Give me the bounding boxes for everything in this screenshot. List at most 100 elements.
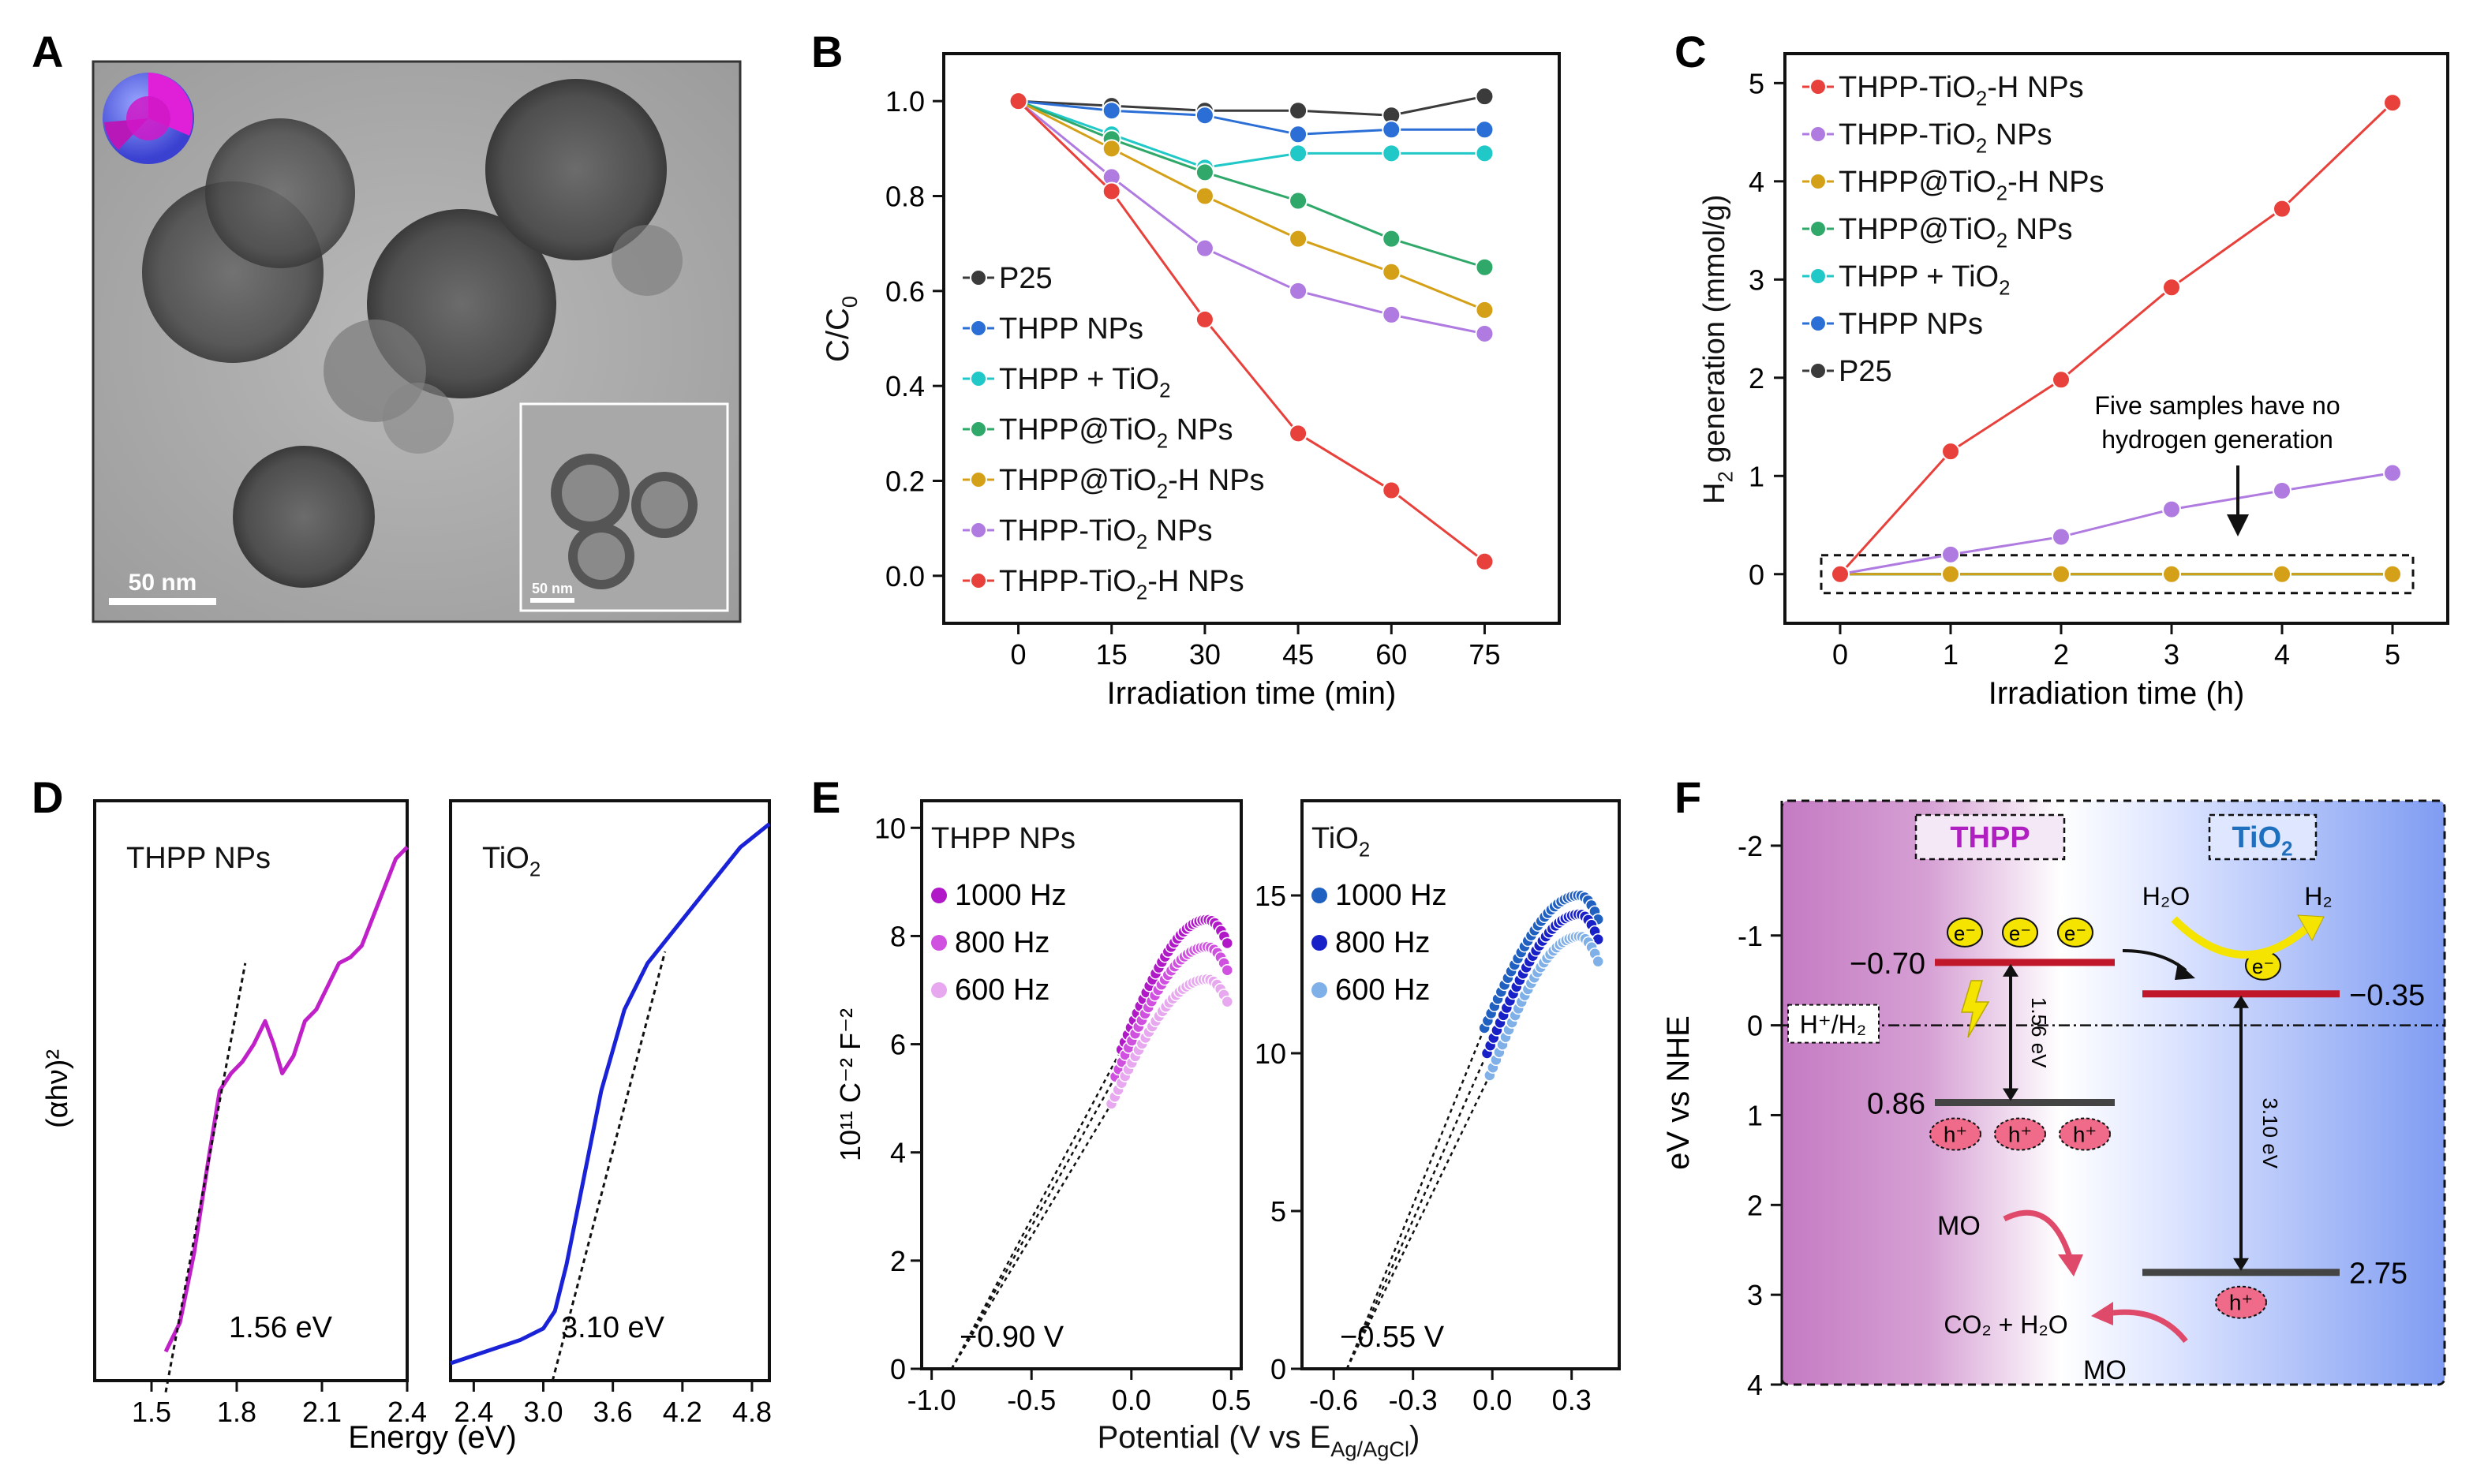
y-tick-label: 0.0 bbox=[885, 560, 925, 592]
series-line-thpp_nps bbox=[1018, 99, 1485, 136]
legend-label-tail: NPs bbox=[2007, 213, 2072, 246]
legend-label: THPP-TiO2 NPs bbox=[999, 514, 1213, 554]
hole-1-label: h⁺ bbox=[1944, 1123, 1967, 1147]
data-point-thpp_tio2_nps bbox=[2052, 527, 2071, 547]
legend-label: THPP + TiO2 bbox=[999, 363, 1170, 402]
legend-label-sub: 2 bbox=[1999, 278, 2010, 300]
data-point-thpp_at_tio2 bbox=[1195, 163, 1214, 182]
data-point-thpp_at_tio2_h bbox=[2273, 564, 2292, 584]
legend-label: 800 Hz bbox=[1335, 926, 1430, 959]
y-tick-label: 5 bbox=[1749, 67, 1764, 99]
hole-2-label: h⁺ bbox=[2008, 1123, 2032, 1147]
data-point-thpp_tio2_nps bbox=[2273, 480, 2292, 500]
panel-b-letter: B bbox=[811, 27, 843, 77]
series-line-thpp_tio2_nps bbox=[1017, 100, 1485, 335]
data-point-thpp_tio2 bbox=[1475, 144, 1495, 163]
scale-bar-main bbox=[109, 598, 216, 605]
x-tick-label: 4 bbox=[2274, 638, 2290, 671]
data-point bbox=[1221, 964, 1234, 977]
data-point-thpp_at_tio2 bbox=[1475, 257, 1495, 277]
legend-marker bbox=[1809, 362, 1827, 379]
legend-marker bbox=[970, 471, 987, 488]
legend-label: THPP@TiO2-H NPs bbox=[1839, 166, 2104, 205]
x-tick-label: 2.4 bbox=[387, 1396, 427, 1428]
legend-label-sub: 2 bbox=[1136, 582, 1147, 604]
panel-e: E 0 2 4 6 8 10 -1.0 -0.5 0.0 0.5 1000 Hz 800 Hz 600 H… bbox=[811, 772, 1621, 1461]
legend-label-tail: -H NPs bbox=[1147, 565, 1244, 598]
redox-label: H⁺/H₂ bbox=[1800, 1011, 1866, 1039]
electron-1-label: e⁻ bbox=[1954, 921, 1976, 945]
redox-label-box bbox=[1787, 1004, 1880, 1044]
y-axis-title-main: H bbox=[1698, 483, 1731, 504]
legend-marker bbox=[931, 888, 947, 903]
legend-label-sub: 2 bbox=[1159, 380, 1170, 402]
panel-b: B 0.0 0.2 0.4 0.6 0.8 1.0 0 15 30 45 60 75 Irradiatio… bbox=[811, 27, 1561, 711]
x-tick-label: 0.0 bbox=[1472, 1384, 1512, 1416]
data-point-thpp_tio2_h bbox=[2383, 93, 2402, 113]
legend-label-tail: NPs bbox=[1168, 413, 1233, 447]
legend-marker bbox=[1809, 267, 1827, 285]
legend-label: THPP NPs bbox=[1839, 308, 1983, 341]
mo-oxidation-arrowhead-2 bbox=[2091, 1302, 2113, 1325]
mo-oxidation-arrowhead-1 bbox=[2058, 1254, 2083, 1277]
x-tick-label: 3 bbox=[2164, 638, 2179, 671]
data-point-thpp_at_tio2_h bbox=[1382, 262, 1401, 282]
legend-label: THPP@TiO2-H NPs bbox=[999, 464, 1265, 503]
panel-d: D 1.5 1.8 2.1 2.4 THPP NPs 1.56 eV 2.4 3.0 3.6 4.2… bbox=[32, 772, 772, 1455]
legend-label-main: THPP-TiO bbox=[1839, 118, 1976, 151]
tio2-gap-label: 3.10 eV bbox=[2258, 1097, 2282, 1168]
y-axis-title: eV vs NHE bbox=[1661, 1015, 1696, 1170]
x-tick-label: 60 bbox=[1375, 638, 1407, 671]
data-point-thpp_tio2_nps bbox=[1475, 323, 1495, 343]
inset-nanoparticles bbox=[551, 454, 698, 589]
electron-3-label: e⁻ bbox=[2064, 921, 2086, 945]
legend-label: THPP-TiO2 NPs bbox=[1839, 118, 2052, 158]
data-point-thpp_tio2_nps bbox=[1941, 544, 1960, 564]
data-point-thpp_tio2_nps bbox=[1195, 238, 1214, 258]
panel-label: TiO2 bbox=[482, 842, 541, 881]
series-line-thpp_at_tio2 bbox=[1017, 99, 1485, 269]
band-gap-label: 3.10 eV bbox=[561, 1311, 665, 1344]
data-point-thpp_at_tio2_h bbox=[2052, 564, 2071, 584]
annotation-line-1: Five samples have no bbox=[2094, 391, 2340, 420]
legend-marker bbox=[1809, 315, 1827, 332]
scale-label-main: 50 nm bbox=[129, 570, 197, 596]
y-tick-label: 0 bbox=[890, 1353, 906, 1385]
data-point bbox=[1592, 955, 1604, 968]
legend-marker bbox=[1809, 125, 1827, 143]
data-point-thpp_nps bbox=[1382, 120, 1401, 140]
tio2-cb-value: −0.35 bbox=[2349, 979, 2425, 1012]
tio2-title-box bbox=[2208, 813, 2318, 861]
x-tick-label: 3.0 bbox=[524, 1396, 563, 1428]
data-point-thpp_nps bbox=[1195, 106, 1214, 125]
data-point-thpp_tio2_h bbox=[1289, 424, 1308, 443]
legend-label: THPP@TiO2 NPs bbox=[1839, 213, 2072, 252]
core-shell-icon bbox=[103, 73, 194, 164]
y-tick-label: 0 bbox=[1747, 1010, 1763, 1042]
data-point-thpp_tio2_h bbox=[1102, 181, 1121, 201]
electron-2-label: e⁻ bbox=[2009, 921, 2031, 945]
data-point-thpp_tio2_nps bbox=[2383, 463, 2402, 483]
y-tick-label: 0.6 bbox=[885, 275, 925, 308]
legend-label: 1000 Hz bbox=[955, 879, 1067, 912]
tio2-vb-value: 2.75 bbox=[2349, 1258, 2408, 1291]
legend-label-sub: 2 bbox=[1996, 230, 2007, 252]
data-point-thpp_tio2 bbox=[1289, 144, 1308, 163]
y-tick-label: 4 bbox=[1749, 166, 1764, 198]
legend-label-sub: 2 bbox=[1136, 532, 1147, 554]
y-tick-label: 2 bbox=[1747, 1189, 1763, 1221]
data-point-thpp_tio2_h bbox=[2162, 278, 2181, 297]
water-label: H₂O bbox=[2142, 882, 2190, 910]
legend-label-sub: 2 bbox=[1996, 183, 2007, 205]
data-point-thpp_at_tio2_h bbox=[2383, 564, 2402, 584]
data-point bbox=[1221, 936, 1234, 950]
data-point-thpp_tio2_h bbox=[1941, 442, 1960, 462]
y-tick-label: 4 bbox=[890, 1137, 906, 1169]
data-point-thpp_tio2_nps bbox=[1289, 281, 1308, 301]
x-tick-label: 1 bbox=[1943, 638, 1959, 671]
data-point-thpp_tio2_h bbox=[2273, 199, 2292, 219]
data-point-thpp_nps bbox=[1475, 120, 1495, 140]
y-tick-label: 3 bbox=[1749, 264, 1764, 296]
legend-label-main: THPP-TiO bbox=[999, 514, 1136, 548]
electron-1 bbox=[1947, 917, 1983, 948]
